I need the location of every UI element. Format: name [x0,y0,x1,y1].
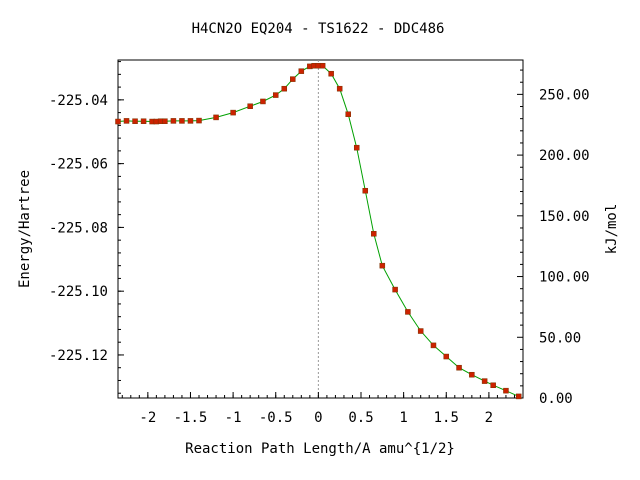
data-point [298,68,305,74]
data-point [319,62,326,69]
data-point [371,231,377,237]
plot-frame [117,59,524,399]
y-tick-label: -225.08 [49,220,108,236]
data-point [353,144,360,151]
data-point [362,187,369,194]
data-point [281,85,288,92]
data-point [328,70,334,77]
x-tick-label: -1 [225,410,242,426]
y2-tick-label: 250.00 [539,87,590,103]
data-point [345,111,351,117]
data-point [187,118,194,124]
y2-axis-title: kJ/mol [604,204,620,255]
series-line [117,65,519,397]
x-tick-label: -2 [139,410,156,426]
data-point [140,118,147,124]
data-point [405,309,411,315]
x-tick-label: 0.5 [348,410,373,426]
y2-tick-label: 0.00 [539,391,573,407]
y2-tick-label: 200.00 [539,148,590,164]
data-point [179,118,185,124]
data-point [290,76,296,82]
y-tick-label: -225.12 [49,348,108,364]
data-point [132,118,138,124]
data-point [115,118,121,125]
x-tick-label: 1.5 [434,410,459,426]
x-tick-label: -1.5 [174,410,208,426]
data-point [481,378,488,384]
data-point [230,109,236,116]
y-axis-title: Energy/Hartree [17,170,33,288]
chart-title: H4CN2O EQ204 - TS1622 - DDC486 [192,21,445,37]
data-point [196,117,202,124]
x-axis-title: Reaction Path Length/A amu^{1/2} [185,441,455,457]
y-tick-label: -225.06 [49,157,108,173]
data-point [515,393,522,400]
data-point [392,286,398,293]
data-point [379,262,386,269]
data-point [456,364,462,371]
x-tick-label: 0 [314,410,322,426]
y2-tick-label: 100.00 [539,270,590,286]
data-point [272,92,279,98]
data-point [336,85,343,92]
data-point [260,98,266,105]
data-point [443,353,450,360]
data-point [213,114,219,121]
data-point [503,387,509,394]
y-tick-label: -225.10 [49,284,108,300]
data-point [490,382,496,388]
x-tick-label: 2 [485,410,493,426]
data-point [170,118,177,124]
y-tick-label: -225.04 [49,93,108,109]
data-point [162,118,168,124]
data-point [430,342,437,349]
x-tick-label: 1 [399,410,407,426]
x-tick-label: -0.5 [259,410,293,426]
data-point [247,103,253,109]
data-point [417,328,424,334]
data-point [123,118,130,124]
data-point [469,371,475,378]
y2-tick-label: 50.00 [539,330,581,346]
y2-tick-label: 150.00 [539,209,590,225]
